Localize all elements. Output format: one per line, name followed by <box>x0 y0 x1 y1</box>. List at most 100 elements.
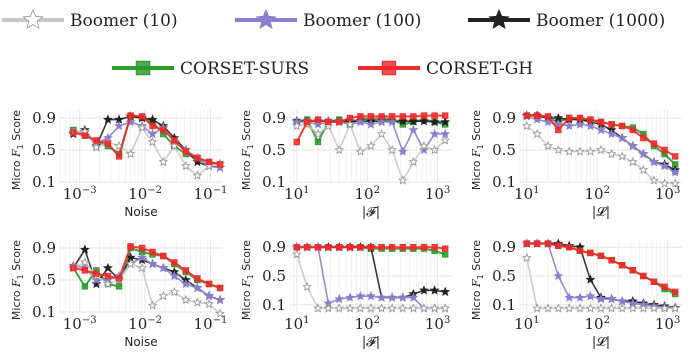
data-point <box>367 244 375 251</box>
y-tick-label: 0.9 <box>32 109 56 127</box>
y-tick-label: 0.5 <box>262 141 286 159</box>
data-point <box>440 303 451 313</box>
data-point <box>313 128 323 139</box>
data-point <box>566 114 573 122</box>
data-point <box>388 113 396 120</box>
data-point <box>169 270 180 281</box>
data-point <box>397 116 408 126</box>
data-point <box>158 156 169 167</box>
y-tick-label: 0.5 <box>262 267 286 285</box>
series-1 <box>291 116 451 156</box>
data-point <box>410 244 417 251</box>
data-point <box>367 113 375 120</box>
data-point <box>302 281 313 291</box>
y-tick-label: 0.5 <box>32 271 56 289</box>
data-point <box>376 116 387 127</box>
data-point <box>138 113 146 120</box>
y-tick-label: 0.5 <box>492 267 516 285</box>
x-tick-label: 101 <box>514 315 539 333</box>
data-point <box>566 244 573 251</box>
data-point <box>336 244 343 251</box>
x-tick-label: 101 <box>514 185 539 203</box>
data-point <box>587 249 594 257</box>
data-point <box>575 146 585 156</box>
data-point <box>575 303 585 313</box>
data-point <box>629 126 636 134</box>
y-axis-label: Micro F1 Score <box>240 110 255 190</box>
legend-entry: Boomer (1000) <box>468 8 665 31</box>
data-point <box>617 296 628 306</box>
data-point <box>366 303 376 313</box>
data-point <box>314 116 322 123</box>
data-point <box>205 280 213 288</box>
y-tick-label: 0.1 <box>262 296 286 314</box>
data-point <box>204 290 214 301</box>
x-axis-label: |𝓛| <box>592 335 610 350</box>
data-point <box>659 303 670 313</box>
data-point <box>532 128 543 139</box>
star-icon <box>22 8 44 30</box>
data-point <box>408 124 419 135</box>
y-tick-label: 0.5 <box>32 141 56 159</box>
data-point <box>596 293 606 304</box>
data-point <box>543 303 553 313</box>
data-point <box>192 282 203 293</box>
data-point <box>147 136 158 147</box>
data-point <box>194 154 201 162</box>
y-tick-label: 0.9 <box>262 238 286 256</box>
data-point <box>387 303 398 313</box>
data-point <box>627 140 638 151</box>
data-point <box>91 142 102 152</box>
data-point <box>91 278 102 289</box>
data-point <box>158 262 169 273</box>
data-point <box>70 129 77 136</box>
data-point <box>659 160 670 171</box>
x-tick-label: 102 <box>354 315 379 333</box>
data-point <box>149 122 156 130</box>
series-0 <box>521 120 681 188</box>
x-tick-label: 102 <box>584 315 609 333</box>
data-point <box>171 137 178 144</box>
data-point <box>378 244 385 251</box>
data-point <box>553 119 564 129</box>
series-4 <box>523 112 679 160</box>
data-point <box>440 286 451 297</box>
data-point <box>149 248 156 256</box>
chart-features-bottom: 0.1 0.5 0.9 101 102 103 |𝓕| Micro F1 Score <box>240 238 452 350</box>
square-icon <box>135 60 151 76</box>
data-point <box>597 118 605 126</box>
x-axis-label: |𝓛| <box>592 205 610 220</box>
data-point <box>553 270 564 281</box>
data-point <box>408 156 419 167</box>
x-tick-label: 10−3 <box>63 185 97 203</box>
data-point <box>127 243 134 250</box>
data-point <box>216 161 224 168</box>
chart-panel-labels-top: 0.1 0.5 0.9 101 102 103 |𝓛| Micro F1 Score <box>460 96 690 230</box>
data-point <box>115 275 123 282</box>
data-point <box>125 258 136 269</box>
grid <box>519 240 682 312</box>
x-tick-label: 101 <box>284 315 309 333</box>
data-point <box>387 144 398 155</box>
series-0 <box>291 119 451 185</box>
y-tick-label: 0.9 <box>32 239 56 257</box>
data-point <box>649 303 659 313</box>
data-point <box>564 292 575 302</box>
y-axis-label: Micro F1 Score <box>470 110 485 190</box>
data-point <box>334 293 345 304</box>
x-tick-label: 10−2 <box>128 315 162 333</box>
data-point <box>115 283 123 290</box>
data-point <box>429 144 440 155</box>
data-point <box>564 146 575 156</box>
data-point <box>431 244 438 251</box>
data-point <box>303 244 311 251</box>
data-point <box>408 292 419 302</box>
data-point <box>387 116 398 127</box>
data-point <box>192 297 203 307</box>
data-point <box>314 138 322 146</box>
data-point <box>366 140 376 151</box>
data-point <box>323 303 334 313</box>
chart-panel-features-bottom: 0.1 0.5 0.9 101 102 103 |𝓕| Micro F1 Score <box>230 226 460 360</box>
data-point <box>419 140 429 151</box>
data-point <box>115 153 123 160</box>
